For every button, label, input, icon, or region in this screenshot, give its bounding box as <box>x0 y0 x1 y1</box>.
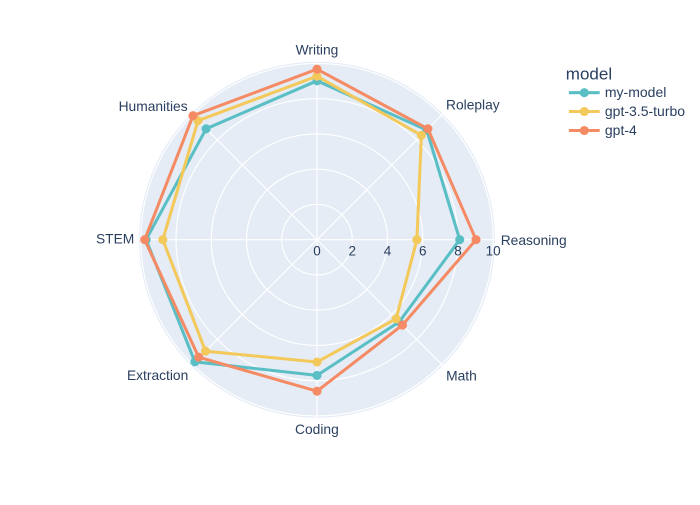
svg-text:gpt-3.5-turbo: gpt-3.5-turbo <box>605 103 685 119</box>
svg-text:gpt-4: gpt-4 <box>605 122 637 138</box>
svg-text:10: 10 <box>486 244 501 259</box>
svg-text:4: 4 <box>384 244 392 259</box>
svg-text:model: model <box>566 65 612 84</box>
svg-text:8: 8 <box>454 244 462 259</box>
svg-text:Roleplay: Roleplay <box>446 98 500 113</box>
svg-text:Coding: Coding <box>295 422 339 437</box>
svg-text:Humanities: Humanities <box>119 99 188 114</box>
svg-text:Extraction: Extraction <box>127 368 188 383</box>
svg-text:Math: Math <box>446 369 477 384</box>
svg-text:STEM: STEM <box>96 232 134 247</box>
svg-text:Reasoning: Reasoning <box>501 233 567 248</box>
svg-text:0: 0 <box>313 244 321 259</box>
svg-text:Writing: Writing <box>296 43 339 58</box>
svg-text:6: 6 <box>419 244 427 259</box>
svg-text:2: 2 <box>348 244 356 259</box>
svg-text:my-model: my-model <box>605 84 666 100</box>
